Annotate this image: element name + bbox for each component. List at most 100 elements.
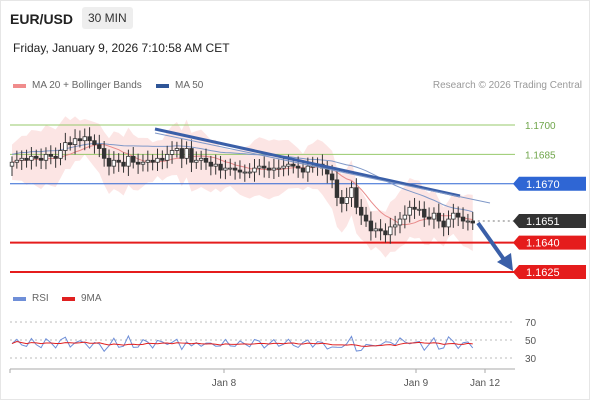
- level-label-4: 1.1640: [526, 238, 560, 250]
- rsi-9ma-line: [11, 340, 473, 347]
- candle-body: [460, 216, 466, 222]
- candle-body: [24, 157, 29, 161]
- legend-ma20: MA 20 + Bollinger Bands: [13, 80, 142, 91]
- candle-body: [451, 212, 456, 220]
- candle-body: [232, 167, 238, 171]
- legend-rsi-label: RSI: [32, 293, 49, 304]
- ma20-line: [11, 144, 473, 226]
- projection-arrow-head: [497, 253, 513, 271]
- candle-body: [48, 153, 53, 157]
- candle-body: [92, 140, 97, 145]
- candle-body: [179, 148, 184, 159]
- candle-body: [106, 157, 112, 167]
- candle-body: [349, 187, 354, 198]
- datetime-label: Friday, January 9, 2026 7:10:58 AM CET: [13, 41, 230, 55]
- candle-body: [422, 208, 427, 218]
- candle-body: [43, 153, 49, 161]
- candle-body: [126, 155, 131, 167]
- legend-ma20-swatch: [13, 83, 26, 88]
- candle-body: [465, 220, 471, 223]
- candle-body: [354, 187, 359, 208]
- level-label-5: 1.1625: [526, 267, 560, 279]
- candle-body: [358, 206, 364, 216]
- candle-body: [363, 214, 369, 222]
- x-tick-label-1: Jan 9: [404, 378, 429, 389]
- level-tag-2: [513, 176, 586, 191]
- candle-body: [446, 218, 451, 228]
- candle-body: [237, 169, 243, 173]
- candle-body: [402, 214, 408, 220]
- candle-body: [383, 230, 388, 236]
- candle-body: [194, 159, 199, 163]
- candle-body: [344, 197, 349, 204]
- projection-arrow-shaft: [476, 221, 507, 263]
- candle-body: [164, 153, 170, 161]
- candle-body: [38, 157, 44, 161]
- level-label-3: 1.1651: [526, 216, 560, 228]
- candle-body: [121, 161, 126, 167]
- candle-body: [392, 224, 398, 228]
- candle-body: [135, 161, 141, 165]
- candle-body: [368, 220, 374, 232]
- candle-body: [68, 142, 73, 145]
- candle-body: [388, 226, 393, 236]
- legend-9ma-label: 9MA: [81, 293, 102, 304]
- candle-body: [242, 171, 247, 174]
- candle-body: [218, 163, 223, 171]
- candle-body: [407, 206, 412, 216]
- candle-body: [14, 159, 20, 163]
- candle-body: [412, 206, 417, 210]
- candle-body: [305, 165, 311, 173]
- rsi-tick-1: 50: [525, 336, 537, 347]
- candle-body: [63, 142, 68, 151]
- rsi-tick-0: 70: [525, 318, 537, 329]
- candle-body: [276, 167, 281, 170]
- candle-body: [72, 138, 78, 146]
- candle-body: [286, 163, 291, 167]
- candle-body: [203, 157, 209, 163]
- candle-body: [339, 197, 344, 204]
- candle-body: [87, 136, 92, 142]
- level-label-2: 1.1670: [526, 179, 560, 191]
- legend-9ma: 9MA: [62, 293, 102, 304]
- candle-body: [111, 159, 117, 167]
- candle-body: [174, 148, 180, 151]
- candle-body: [252, 167, 257, 173]
- candle-body: [431, 212, 437, 220]
- x-tick-label-0: Jan 8: [212, 378, 237, 389]
- candle-body: [34, 155, 39, 159]
- candle-body: [441, 220, 446, 228]
- candle-body: [131, 155, 136, 163]
- level-tag-5: [513, 265, 586, 279]
- candle-body: [189, 148, 194, 163]
- candle-body: [198, 157, 204, 161]
- candle-body: [300, 167, 306, 173]
- level-tag-4: [513, 235, 586, 250]
- candle-body: [184, 148, 189, 159]
- candle-body: [77, 138, 83, 142]
- candle-body: [155, 157, 160, 163]
- legend-rsi-swatch: [13, 296, 26, 301]
- candle-body: [373, 228, 378, 232]
- candle-body: [169, 150, 175, 155]
- level-tag-3: [513, 214, 586, 229]
- trendline-ma50-ext: [154, 132, 491, 204]
- timeframe-badge[interactable]: 30 MIN: [82, 7, 133, 29]
- candle-body: [247, 171, 252, 174]
- candle-body: [19, 157, 24, 161]
- candle-body: [82, 136, 87, 142]
- legend-ma50-label: MA 50: [175, 80, 204, 91]
- candle-body: [378, 228, 383, 232]
- candle-body: [271, 167, 277, 171]
- legend-9ma-swatch: [62, 296, 75, 301]
- level-label-0: 1.1700: [525, 121, 556, 132]
- candle-body: [266, 167, 272, 171]
- bollinger-band: [12, 116, 473, 258]
- candle-body: [291, 163, 296, 167]
- candle-body: [281, 165, 286, 169]
- rsi-tick-2: 30: [525, 354, 537, 365]
- rsi-line: [11, 334, 474, 353]
- candle-body: [145, 159, 150, 163]
- candle-body: [9, 161, 15, 167]
